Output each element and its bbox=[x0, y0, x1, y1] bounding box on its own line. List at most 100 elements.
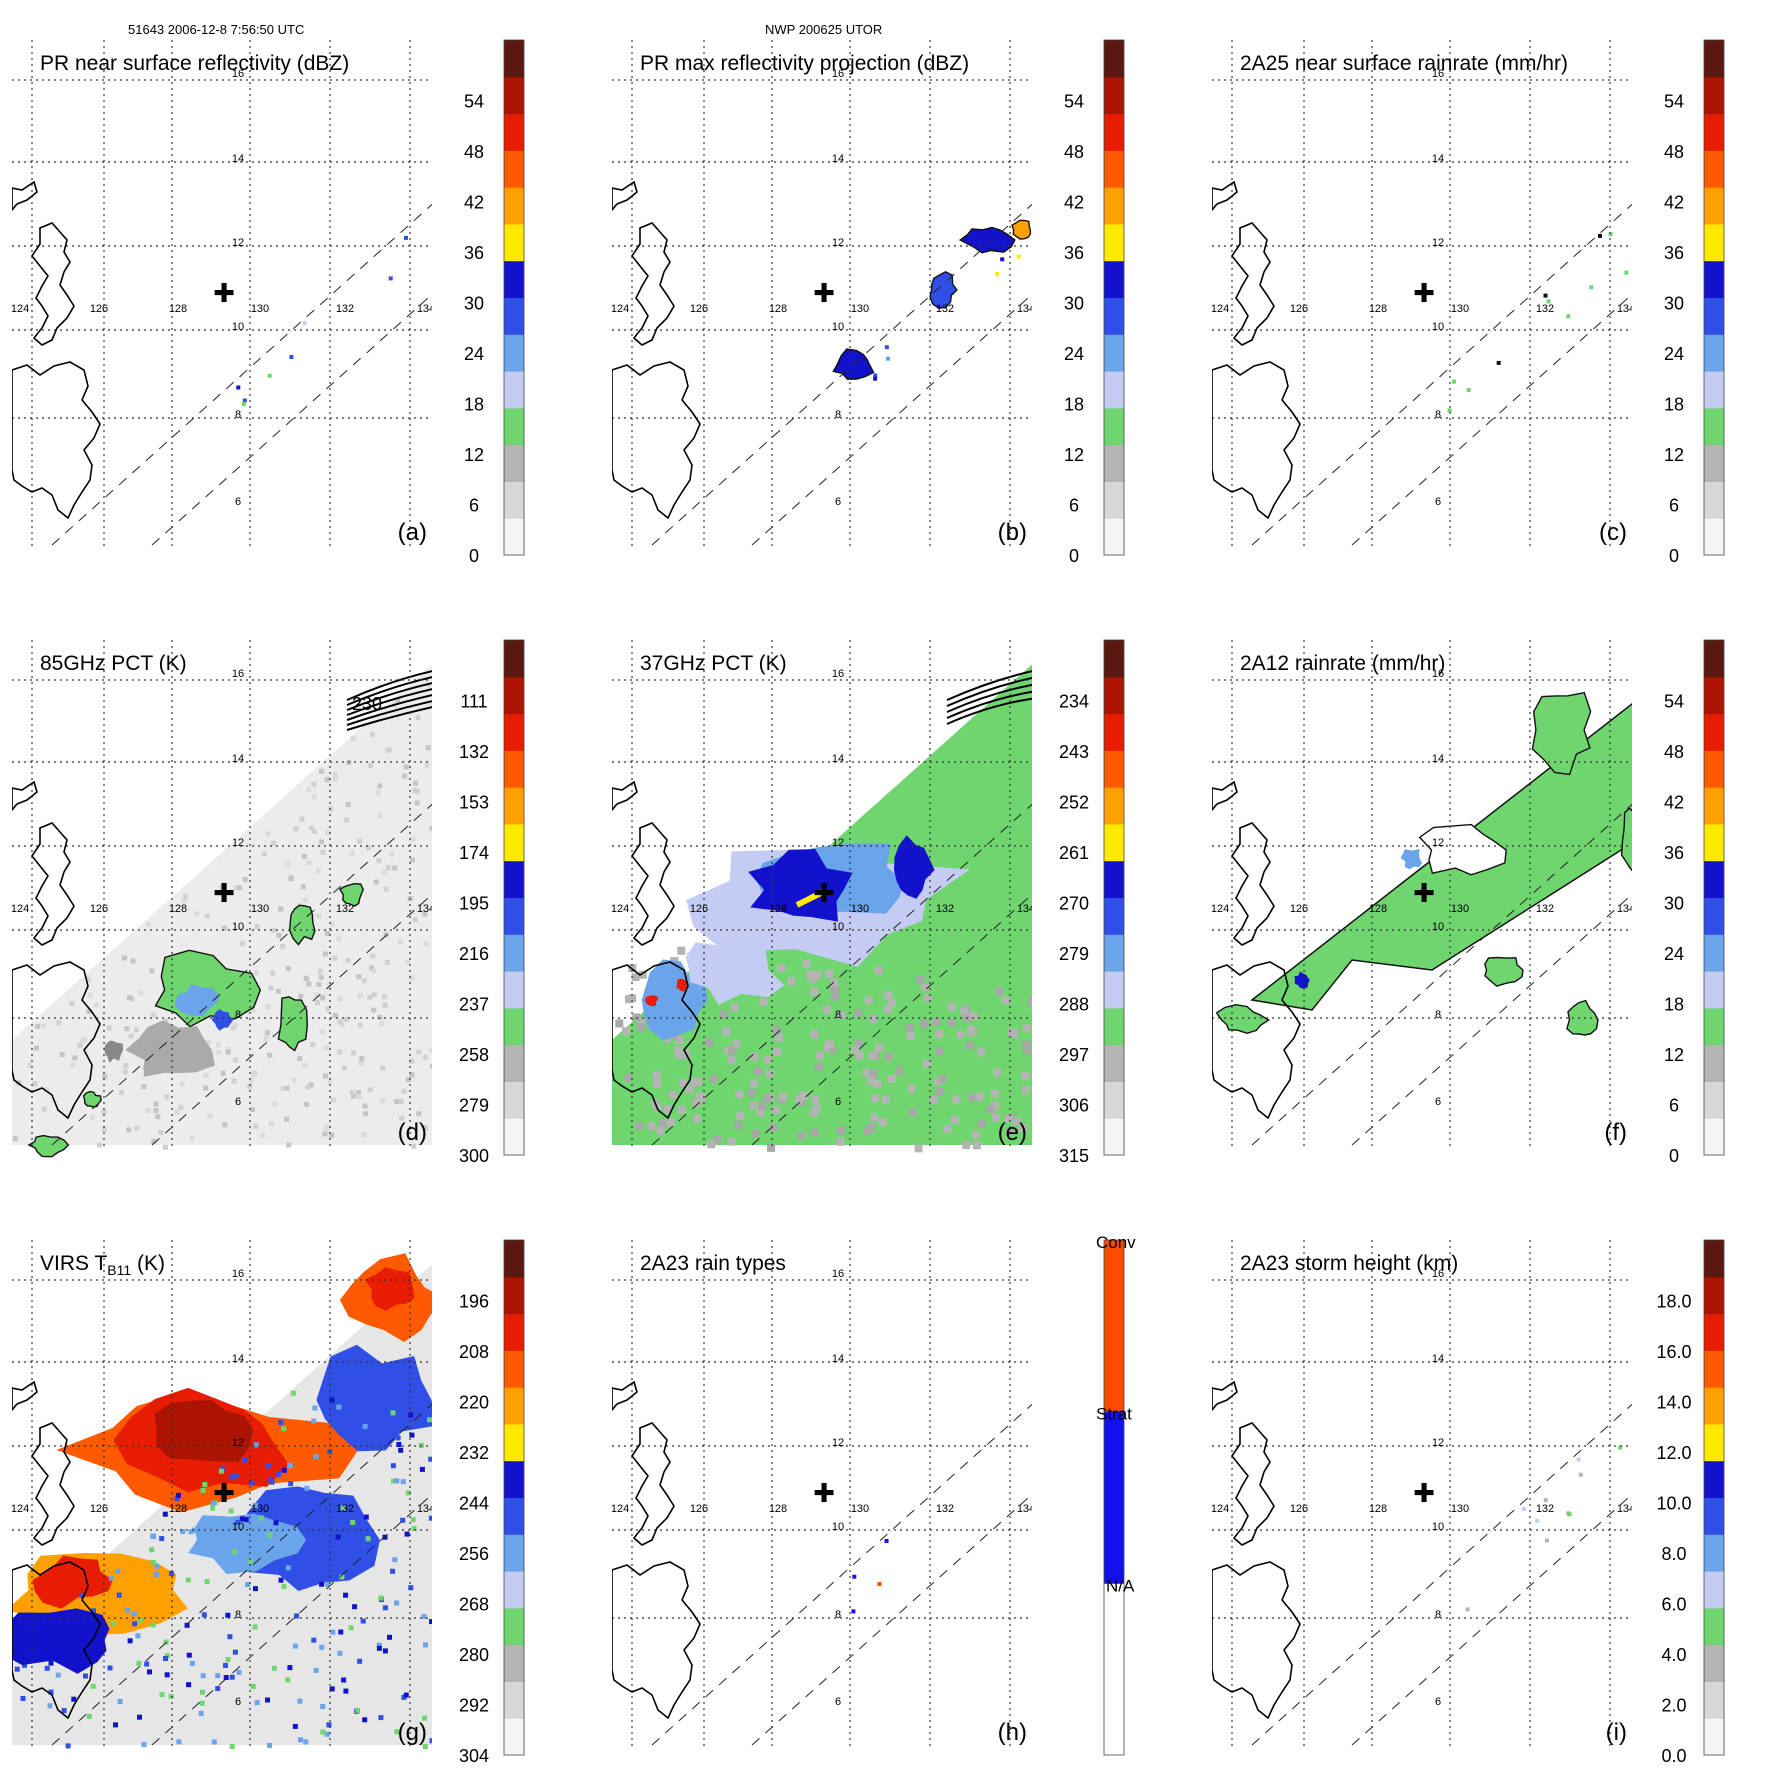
storm-center-marker: ✚ bbox=[813, 279, 835, 309]
lon-tick-label: 128 bbox=[1369, 903, 1387, 915]
colorbar-segment bbox=[1704, 823, 1724, 862]
colorbar-tick-label: 297 bbox=[1059, 1045, 1089, 1065]
colorbar-tick-label: 16.0 bbox=[1656, 1342, 1691, 1362]
colorbar-segment bbox=[1104, 371, 1124, 409]
colorbar-tick-label: 232 bbox=[459, 1443, 489, 1463]
colorbar-segment bbox=[1704, 40, 1724, 78]
colorbar-segment bbox=[1704, 187, 1724, 225]
colorbar-h: N/A Strat Conv bbox=[1096, 1233, 1136, 1756]
colorbar-segment bbox=[504, 640, 524, 678]
lat-tick-label: 16 bbox=[232, 668, 244, 680]
colorbar-tick-label: 54 bbox=[1664, 692, 1684, 712]
lon-tick-label: 126 bbox=[1290, 303, 1308, 315]
lat-tick-label: 14 bbox=[232, 753, 244, 765]
plot-area-f: 124 126 128 130 132 134 16 14 12 10 8 6 ✚ bbox=[1212, 640, 1635, 1150]
lon-tick-label: 132 bbox=[936, 303, 954, 315]
storm-center-marker: ✚ bbox=[813, 879, 835, 909]
colorbar-tick-label: Strat bbox=[1096, 1405, 1132, 1424]
lat-tick-label: 16 bbox=[832, 68, 844, 80]
colorbar-tick-label: 280 bbox=[459, 1645, 489, 1665]
swath-edge bbox=[1251, 1403, 1632, 1746]
swath-edge bbox=[151, 1493, 432, 1746]
lat-tick-label: 12 bbox=[232, 837, 244, 849]
panel-title: 2A12 rainrate (mm/hr) bbox=[1240, 652, 1445, 675]
colorbar-segment bbox=[1704, 223, 1724, 262]
lon-tick-label: 132 bbox=[1536, 303, 1554, 315]
colorbar-tick-label: 54 bbox=[1664, 92, 1684, 112]
colorbar-segment bbox=[504, 823, 524, 862]
lat-tick-label: 6 bbox=[235, 1696, 241, 1708]
colorbar-segment bbox=[504, 860, 524, 898]
colorbar-segment bbox=[504, 1081, 524, 1119]
colorbar-segment bbox=[1704, 407, 1724, 446]
lat-tick-label: 14 bbox=[1432, 153, 1444, 165]
colorbar-frame bbox=[1703, 39, 1725, 556]
colorbar-i: 0.0 2.0 4.0 6.0 8.0 10.0 12.0 14.0 16.0 18.0 bbox=[1656, 1239, 1725, 1766]
colorbar-segment bbox=[1104, 260, 1124, 298]
colorbar-segment bbox=[504, 1044, 524, 1082]
lon-tick-label: 132 bbox=[336, 1503, 354, 1515]
plot-area-g: 124 126 128 130 132 134 16 14 12 10 8 6 ✚ bbox=[11, 1240, 432, 1750]
swath-edge bbox=[151, 893, 432, 1146]
colorbar-segment bbox=[1704, 1350, 1724, 1388]
colorbar-tick-label: 279 bbox=[459, 1096, 489, 1116]
colorbar-segment bbox=[1104, 334, 1124, 372]
swath-edge bbox=[1351, 293, 1632, 546]
colorbar-tick-label: 36 bbox=[464, 243, 484, 263]
lon-tick-label: 124 bbox=[1211, 303, 1229, 315]
colorbar-segment bbox=[1104, 481, 1124, 519]
colorbar-segment bbox=[1704, 1423, 1724, 1462]
colorbar-segment bbox=[1704, 1044, 1724, 1082]
lat-tick-label: 16 bbox=[232, 1268, 244, 1280]
panel-e: 124 126 128 130 132 134 16 14 12 10 8 6 ✚ 37GHz PCT (… bbox=[612, 640, 1032, 1153]
colorbar-segment bbox=[1704, 297, 1724, 335]
swath-edge bbox=[751, 893, 1032, 1146]
panel-title: 37GHz PCT (K) bbox=[640, 652, 787, 675]
colorbar-segment bbox=[1704, 1534, 1724, 1572]
colorbar-tick-label: 48 bbox=[464, 142, 484, 162]
colorbar-segment bbox=[1704, 1387, 1724, 1425]
colorbar-b: 0 6 12 18 24 30 36 42 48 54 bbox=[1064, 39, 1125, 566]
colorbar-frame bbox=[503, 639, 525, 1156]
coastline bbox=[1212, 780, 1301, 1120]
storm-center-marker: ✚ bbox=[213, 879, 235, 909]
lon-tick-label: 134 bbox=[1017, 1503, 1035, 1515]
colorbar-g: 304 292 280 268 256 244 232 220 208 196 bbox=[459, 1239, 525, 1766]
colorbar-segment bbox=[504, 1423, 524, 1462]
header-storm-id: NWP 200625 UTOR bbox=[765, 22, 883, 37]
lon-tick-label: 124 bbox=[611, 303, 629, 315]
colorbar-segment bbox=[1704, 1276, 1724, 1315]
lon-tick-label: 134 bbox=[417, 903, 435, 915]
lat-tick-label: 10 bbox=[232, 921, 244, 933]
colorbar-tick-label: 258 bbox=[459, 1045, 489, 1065]
colorbar-tick-label: 36 bbox=[1664, 243, 1684, 263]
colorbar-segment bbox=[504, 1118, 524, 1156]
lon-tick-label: 126 bbox=[90, 303, 108, 315]
colorbar-tick-label: 48 bbox=[1064, 142, 1084, 162]
colorbar-segment bbox=[1704, 860, 1724, 898]
lon-tick-label: 134 bbox=[1617, 903, 1635, 915]
lon-tick-label: 124 bbox=[1211, 1503, 1229, 1515]
coastline bbox=[12, 180, 101, 520]
colorbar-segment bbox=[1104, 750, 1124, 788]
lat-tick-label: 8 bbox=[835, 409, 841, 421]
lat-tick-label: 14 bbox=[232, 153, 244, 165]
lon-tick-label: 124 bbox=[11, 303, 29, 315]
lon-tick-label: 124 bbox=[11, 1503, 29, 1515]
coastline bbox=[1212, 180, 1301, 520]
colorbar-c: 0 6 12 18 24 30 36 42 48 54 bbox=[1664, 39, 1725, 566]
colorbar-segment bbox=[504, 518, 524, 556]
colorbar-segment bbox=[1704, 518, 1724, 556]
colorbar-segment bbox=[1104, 1044, 1124, 1082]
colorbar-segment bbox=[504, 1534, 524, 1572]
colorbar-segment bbox=[1704, 371, 1724, 409]
panel-title: 85GHz PCT (K) bbox=[40, 652, 187, 675]
coastline bbox=[12, 780, 101, 1120]
lat-tick-label: 16 bbox=[232, 68, 244, 80]
storm-center-marker: ✚ bbox=[813, 1479, 835, 1509]
colorbar-frame bbox=[1703, 639, 1725, 1156]
lat-tick-label: 12 bbox=[1432, 1437, 1444, 1449]
storm-center-marker: ✚ bbox=[1413, 1479, 1435, 1509]
lon-tick-label: 124 bbox=[11, 903, 29, 915]
colorbar-segment bbox=[1104, 787, 1124, 825]
